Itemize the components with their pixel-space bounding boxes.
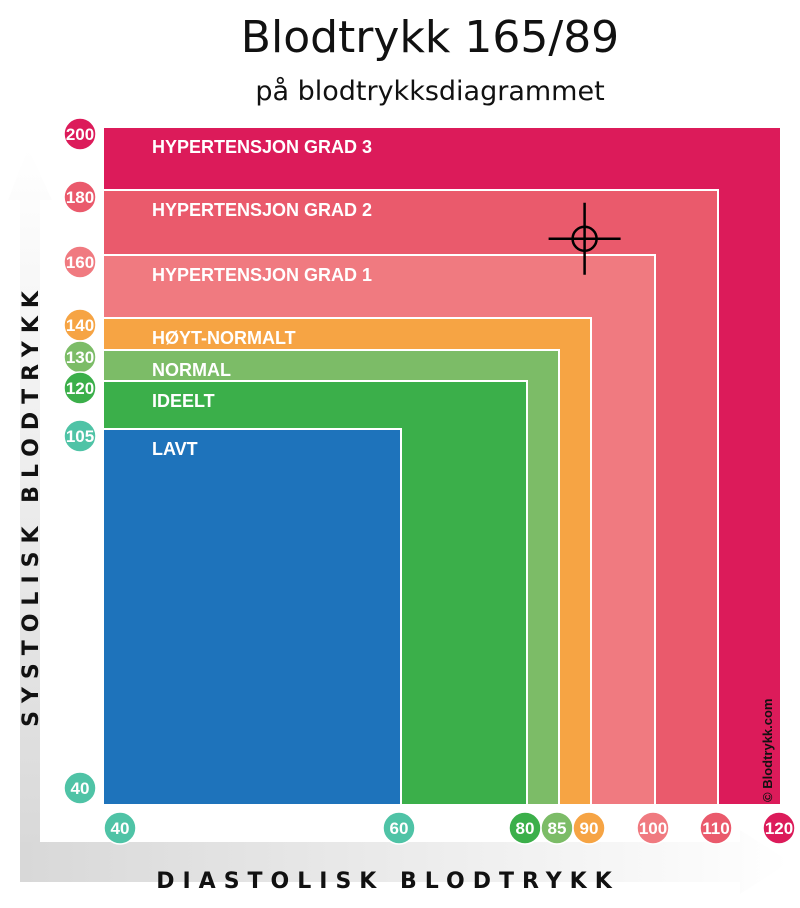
axis-arrows [8,148,790,894]
zones: HYPERTENSJON GRAD 3 HYPERTENSJON GRAD 2 HY… [102,126,782,806]
y-tick-200: 200 [63,117,97,151]
x-tick-85: 85 [540,811,574,845]
y-tick-120: 120 [63,371,97,405]
y-tick-label: 200 [66,125,94,144]
x-tick-label: 90 [580,819,599,838]
y-tick-40: 40 [63,771,97,805]
y-tick-180: 180 [63,180,97,214]
y-tick-label: 180 [66,188,94,207]
zone-label-hypertensjon-grad-3: HYPERTENSJON GRAD 3 [152,137,372,157]
y-tick-label: 120 [66,379,94,398]
credit-text: © Blodtrykk.com [760,699,775,803]
x-tick-120: 120 [762,811,796,845]
chart-title: Blodtrykk 165/89 [240,12,620,63]
x-tick-label: 60 [390,819,409,838]
y-axis-arrow [8,148,52,860]
x-tick-label: 100 [639,819,667,838]
y-tick-label: 40 [71,779,90,798]
y-tick-160: 160 [63,245,97,279]
y-tick-label: 105 [66,427,94,446]
y-tick-label: 160 [66,253,94,272]
x-tick-label: 85 [548,819,567,838]
x-tick-90: 90 [572,811,606,845]
zone-lavt [102,428,402,806]
y-tick-105: 105 [63,419,97,453]
x-tick-label: 110 [702,819,729,838]
x-tick-110: 110 [699,811,733,845]
x-tick-label: 120 [765,819,793,838]
zone-label-lavt: LAVT [152,439,198,459]
x-tick-80: 80 [508,811,542,845]
x-tick-label: 80 [516,819,535,838]
crosshair-ring [571,225,598,252]
y-tick-label: 130 [66,348,94,367]
zone-label-hypertensjon-grad-1: HYPERTENSJON GRAD 1 [152,265,372,285]
y-axis-title: SYSTOLISK BLODTRYKK [19,283,44,727]
y-tick-130: 130 [63,340,97,374]
x-axis-arrow [20,830,790,894]
reading-marker [548,202,621,275]
x-axis-title: DIASTOLISK BLODTRYKK [156,869,620,894]
zone-label-hypertensjon-grad-2: HYPERTENSJON GRAD 2 [152,200,372,220]
x-tick-100: 100 [636,811,670,845]
y-tick-label: 140 [66,316,94,335]
x-tick-60: 60 [382,811,416,845]
x-tick-40: 40 [103,811,137,845]
chart-subtitle: på blodtrykksdiagrammet [255,76,605,107]
y-tick-140: 140 [63,308,97,342]
zone-label-ideelt: IDEELT [152,391,215,411]
x-tick-label: 40 [111,819,130,838]
ticks: 200 180 160 140 130 120 105 40 40 60 80 85 90 100 110 1… [63,117,796,845]
zone-label-hoyt-normalt: HØYT-NORMALT [152,328,296,348]
zone-label-normal: NORMAL [152,360,231,380]
